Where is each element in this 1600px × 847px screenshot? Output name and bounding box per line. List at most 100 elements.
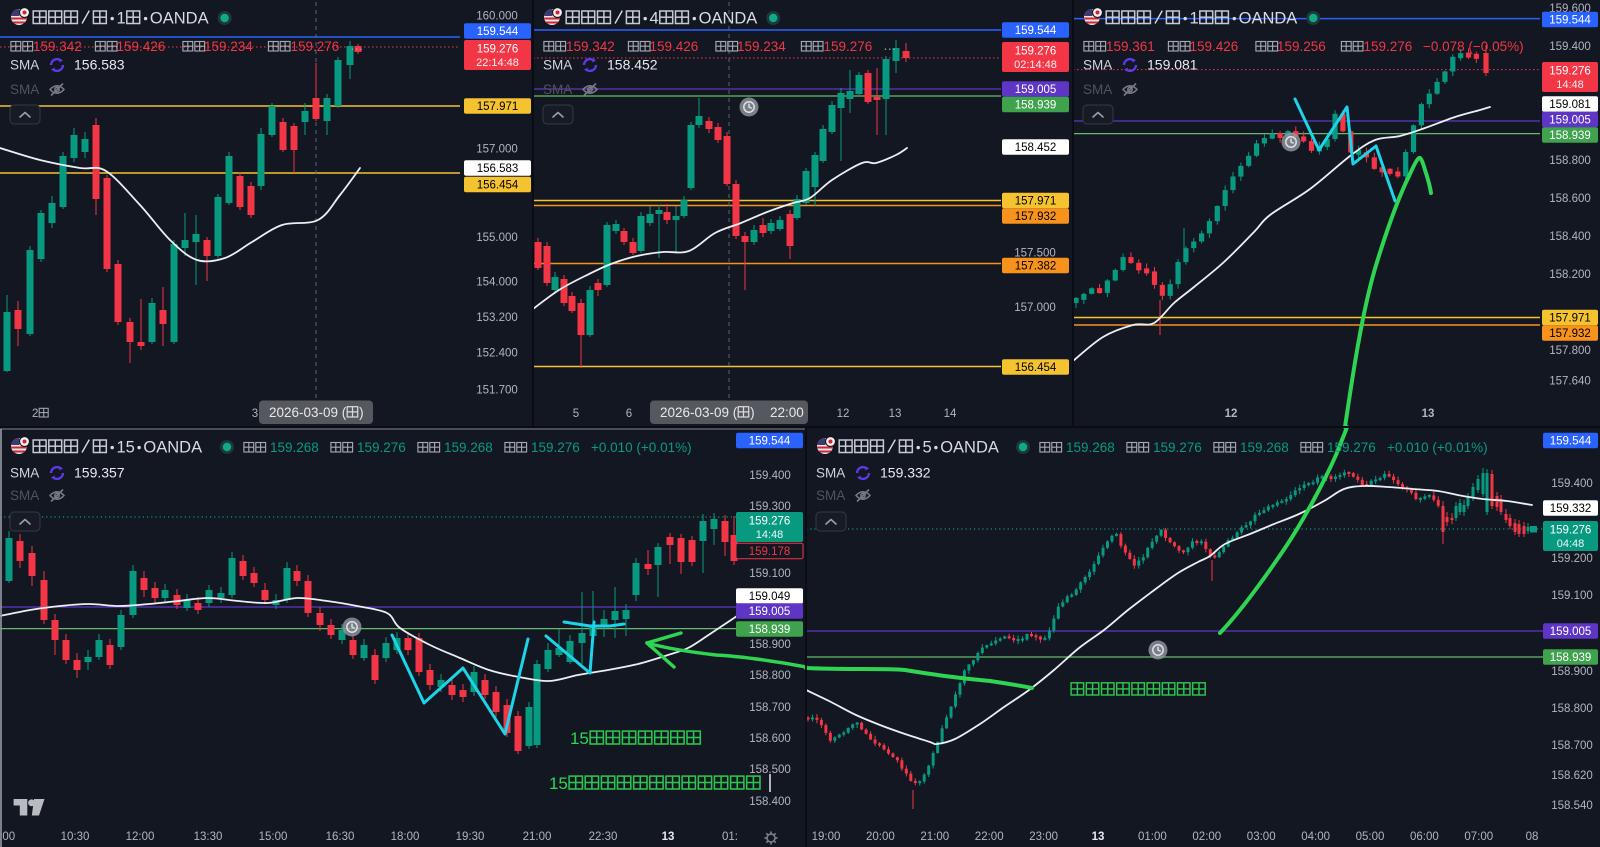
svg-text:158.800: 158.800 bbox=[1549, 155, 1591, 167]
svg-text:159.544: 159.544 bbox=[1549, 15, 1591, 27]
svg-text:159.276: 159.276 bbox=[1550, 525, 1592, 537]
svg-text:159.234: 159.234 bbox=[737, 39, 786, 54]
svg-text:04:48: 04:48 bbox=[1557, 538, 1585, 550]
svg-text:158.939: 158.939 bbox=[1549, 130, 1591, 142]
svg-text:04:00: 04:00 bbox=[1301, 831, 1330, 843]
svg-text:23:00: 23:00 bbox=[1029, 831, 1058, 843]
svg-text:158.540: 158.540 bbox=[1551, 800, 1593, 812]
svg-text:158.700: 158.700 bbox=[749, 702, 791, 714]
svg-text:159.332: 159.332 bbox=[880, 465, 931, 481]
svg-text:14:48: 14:48 bbox=[756, 529, 784, 541]
svg-text:12:00: 12:00 bbox=[126, 831, 155, 843]
svg-text:SMA: SMA bbox=[1083, 58, 1112, 73]
svg-text:2: 2 bbox=[32, 408, 38, 420]
svg-text:158.500: 158.500 bbox=[749, 764, 791, 776]
svg-text:SMA: SMA bbox=[543, 58, 572, 73]
svg-text:159.426: 159.426 bbox=[650, 39, 699, 54]
svg-text:159.357: 159.357 bbox=[74, 465, 125, 481]
svg-text:OANDA: OANDA bbox=[699, 10, 758, 28]
svg-text:159.276: 159.276 bbox=[291, 39, 340, 54]
svg-text:156.454: 156.454 bbox=[477, 180, 519, 192]
svg-text:SMA: SMA bbox=[1083, 82, 1112, 97]
svg-text:159.100: 159.100 bbox=[1551, 590, 1593, 602]
svg-text:159.178: 159.178 bbox=[749, 546, 791, 558]
svg-text:14:48: 14:48 bbox=[1556, 79, 1584, 91]
svg-text:158.452: 158.452 bbox=[1015, 142, 1057, 154]
svg-text:159.276: 159.276 bbox=[824, 39, 873, 54]
svg-text:10:30: 10:30 bbox=[61, 831, 90, 843]
svg-text:156.583: 156.583 bbox=[477, 163, 519, 175]
svg-text:3: 3 bbox=[252, 408, 258, 420]
svg-text:159.005: 159.005 bbox=[1015, 84, 1057, 96]
svg-text:158.600: 158.600 bbox=[1549, 193, 1591, 205]
svg-text:158.800: 158.800 bbox=[1551, 703, 1593, 715]
svg-text:2026-03-09 (: 2026-03-09 ( bbox=[269, 405, 347, 420]
svg-text:158.600: 158.600 bbox=[749, 733, 791, 745]
svg-text:22:30: 22:30 bbox=[589, 831, 618, 843]
svg-text:159.234: 159.234 bbox=[204, 39, 253, 54]
svg-text:158.452: 158.452 bbox=[607, 57, 658, 73]
svg-text:03:00: 03:00 bbox=[1247, 831, 1276, 843]
svg-text:13: 13 bbox=[1092, 831, 1105, 843]
svg-text:156.454: 156.454 bbox=[1015, 362, 1057, 374]
svg-text:158.400: 158.400 bbox=[749, 796, 791, 808]
svg-text:157.971: 157.971 bbox=[1015, 196, 1057, 208]
svg-text:159.544: 159.544 bbox=[749, 436, 791, 448]
svg-text:159.268: 159.268 bbox=[1066, 440, 1115, 455]
svg-text:19:00: 19:00 bbox=[812, 831, 841, 843]
svg-text:22:00: 22:00 bbox=[975, 831, 1004, 843]
svg-text:5: 5 bbox=[923, 439, 932, 457]
svg-text:159.426: 159.426 bbox=[1190, 39, 1239, 54]
svg-text:159.544: 159.544 bbox=[477, 26, 519, 38]
svg-text:158.700: 158.700 bbox=[1551, 740, 1593, 752]
svg-text:154.000: 154.000 bbox=[476, 277, 518, 289]
svg-text:157.800: 157.800 bbox=[1549, 345, 1591, 357]
svg-text:159.081: 159.081 bbox=[1549, 99, 1591, 111]
svg-text:159.005: 159.005 bbox=[1550, 626, 1592, 638]
svg-text:SMA: SMA bbox=[10, 488, 39, 503]
svg-text:20:00: 20:00 bbox=[866, 831, 895, 843]
svg-text:157.640: 157.640 bbox=[1549, 375, 1591, 387]
svg-text:1: 1 bbox=[117, 10, 126, 28]
svg-text:15: 15 bbox=[570, 729, 589, 748]
svg-text:13: 13 bbox=[889, 408, 902, 420]
svg-text:159.268: 159.268 bbox=[1240, 440, 1289, 455]
svg-text:155.000: 155.000 bbox=[476, 232, 518, 244]
svg-text:158.400: 158.400 bbox=[1549, 231, 1591, 243]
svg-text:SMA: SMA bbox=[10, 466, 39, 481]
svg-text:159.342: 159.342 bbox=[33, 39, 82, 54]
svg-text:SMA: SMA bbox=[10, 58, 39, 73]
svg-text:OANDA: OANDA bbox=[940, 439, 999, 457]
svg-text:159.332: 159.332 bbox=[1550, 503, 1592, 515]
svg-text:157.932: 157.932 bbox=[1549, 328, 1591, 340]
svg-text:157.932: 157.932 bbox=[1015, 211, 1057, 223]
svg-text:157.000: 157.000 bbox=[1014, 302, 1056, 314]
svg-text:SMA: SMA bbox=[816, 488, 845, 503]
svg-text:+0.010 (+0.01%): +0.010 (+0.01%) bbox=[1387, 440, 1488, 455]
svg-text:158.939: 158.939 bbox=[749, 624, 791, 636]
svg-text:159.342: 159.342 bbox=[566, 39, 615, 54]
svg-text:−0.078 (−0.05%): −0.078 (−0.05%) bbox=[1423, 39, 1524, 54]
svg-text:9:00: 9:00 bbox=[0, 831, 15, 843]
svg-text:159.400: 159.400 bbox=[1551, 478, 1593, 490]
svg-text:159.300: 159.300 bbox=[749, 501, 791, 513]
svg-text:159.400: 159.400 bbox=[1549, 41, 1591, 53]
svg-text:158.900: 158.900 bbox=[1551, 666, 1593, 678]
svg-text:15:00: 15:00 bbox=[259, 831, 288, 843]
svg-text:22:00: 22:00 bbox=[770, 405, 804, 420]
svg-text:15: 15 bbox=[549, 774, 568, 793]
svg-text:159.276: 159.276 bbox=[531, 440, 580, 455]
svg-text:SMA: SMA bbox=[543, 82, 572, 97]
svg-text:159.544: 159.544 bbox=[1015, 25, 1057, 37]
svg-text:01:00: 01:00 bbox=[1138, 831, 1167, 843]
svg-text:158.200: 158.200 bbox=[1549, 269, 1591, 281]
svg-text:21:00: 21:00 bbox=[523, 831, 552, 843]
svg-text:159.049: 159.049 bbox=[749, 591, 791, 603]
svg-text:13:30: 13:30 bbox=[194, 831, 223, 843]
svg-text:159.276: 159.276 bbox=[1327, 440, 1376, 455]
svg-text:15: 15 bbox=[117, 439, 135, 457]
svg-text:159.276: 159.276 bbox=[1153, 440, 1202, 455]
svg-text:+0.010 (+0.01%): +0.010 (+0.01%) bbox=[591, 440, 692, 455]
svg-text:159.276: 159.276 bbox=[1364, 39, 1413, 54]
svg-text:158.939: 158.939 bbox=[1015, 100, 1057, 112]
